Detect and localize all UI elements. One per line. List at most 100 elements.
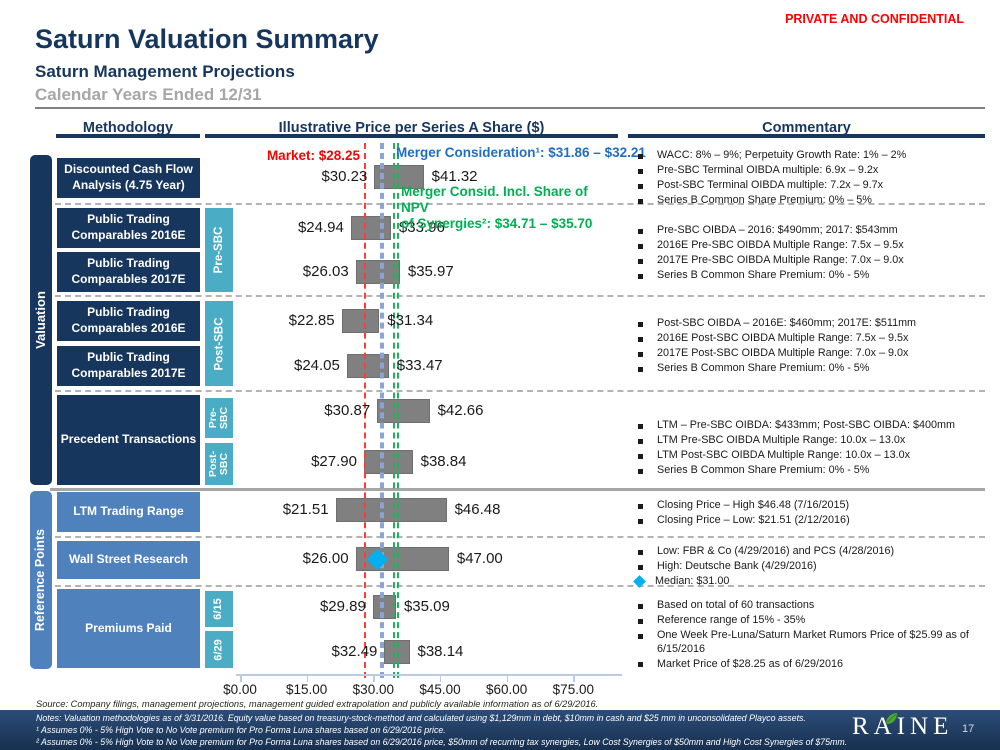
x-axis-label-1: $15.00 <box>286 682 328 697</box>
square-bullet-icon <box>638 564 643 570</box>
sub-label-3-post-sbc: Post-SBC <box>205 443 233 485</box>
column-header-methodology: Methodology <box>82 120 174 136</box>
bar-low-label-7: $21.51 <box>282 501 329 518</box>
commentary-text: Post-SBC OIBDA – 2016E: $460mm; 2017E: $… <box>657 317 917 329</box>
square-bullet-icon <box>638 243 643 249</box>
commentary-item: Median: $31.00 <box>630 575 986 589</box>
ref-line-market <box>364 143 367 678</box>
ref-line-merger-consideration-0 <box>380 143 383 678</box>
row-separator-1 <box>55 295 985 297</box>
commentary-text: Based on total of 60 transactions <box>657 599 815 611</box>
bar-low-label-2: $26.03 <box>302 263 349 280</box>
footer-band: Notes: Valuation methodologies as of 3/3… <box>0 710 1000 750</box>
commentary-text: Post-SBC Terminal OIBDA multiple: 7.2x –… <box>657 179 884 192</box>
raine-logo: RAINE <box>852 713 954 740</box>
square-bullet-icon <box>638 549 643 555</box>
column-header-commentary: Commentary <box>762 120 851 136</box>
commentary-item: 2016E Post-SBC OIBDA Multiple Range: 7.5… <box>630 332 986 346</box>
bar-low-label-0: $30.23 <box>321 168 368 185</box>
square-bullet-icon <box>638 366 643 372</box>
square-bullet-icon <box>638 258 643 264</box>
commentary-text: Series B Common Share Premium: 0% - 5% <box>657 269 870 282</box>
methodology-box-5: Precedent Transactions <box>57 395 200 485</box>
bar-high-label-10: $38.14 <box>417 643 464 660</box>
commentary-text: LTM Pre-SBC OIBDA Multiple Range: 10.0x … <box>657 434 906 447</box>
x-axis <box>236 674 622 676</box>
square-bullet-icon <box>638 183 643 189</box>
footer-footnote-1: ¹ Assumes 0% - 5% High Vote to No Vote p… <box>36 725 446 735</box>
bar-low-label-4: $24.05 <box>293 357 340 374</box>
bar-high-label-1: $33.96 <box>398 219 445 236</box>
ref-line-annotation-merger-consideration: Merger Consideration¹: $31.86 – $32.21 <box>396 145 646 160</box>
square-bullet-icon <box>638 468 643 474</box>
range-bar-9 <box>372 595 396 619</box>
commentary-text: Pre-SBC OIBDA – 2016: $490mm; 2017: $543… <box>657 224 898 236</box>
square-bullet-icon <box>638 168 643 174</box>
methodology-box-3: Public Trading Comparables 2016E <box>57 301 200 341</box>
x-axis-tick-0 <box>240 676 242 682</box>
methodology-box-0: Discounted Cash Flow Analysis (4.75 Year… <box>57 158 200 198</box>
commentary-text: WACC: 8% – 9%; Perpetuity Growth Rate: 1… <box>657 149 907 161</box>
square-bullet-icon <box>638 603 643 609</box>
square-bullet-icon <box>638 423 643 429</box>
commentary-item: One Week Pre-Luna/Saturn Market Rumors P… <box>630 629 986 656</box>
row-separator-2 <box>55 390 985 392</box>
commentary-item: Post-SBC Terminal OIBDA multiple: 7.2x –… <box>630 179 986 193</box>
range-bar-6 <box>363 450 413 474</box>
methodology-box-1: Public Trading Comparables 2016E <box>57 208 200 248</box>
commentary-item: Market Price of $28.25 as of 6/29/2016 <box>630 658 986 672</box>
square-bullet-icon <box>638 518 643 524</box>
x-axis-tick-2 <box>373 676 375 682</box>
row-separator-4 <box>55 585 985 587</box>
commentary-text: 2016E Post-SBC OIBDA Multiple Range: 7.5… <box>657 332 909 345</box>
commentary-item: Pre-SBC OIBDA – 2016: $490mm; 2017: $543… <box>630 224 986 238</box>
bar-low-label-5: $30.87 <box>324 402 371 419</box>
commentary-item: 2016E Pre-SBC OIBDA Multiple Range: 7.5x… <box>630 239 986 253</box>
commentary-item: LTM Post-SBC OIBDA Multiple Range: 10.0x… <box>630 449 986 463</box>
commentary-text: 2017E Pre-SBC OIBDA Multiple Range: 7.0x… <box>657 254 904 267</box>
bar-high-label-4: $33.47 <box>396 357 443 374</box>
commentary-text: Closing Price – Low: $21.51 (2/12/2016) <box>657 514 850 527</box>
commentary-item: Series B Common Share Premium: 0% – 5% <box>630 194 986 208</box>
commentary-group-0: WACC: 8% – 9%; Perpetuity Growth Rate: 1… <box>630 149 986 209</box>
methodology-box-4: Public Trading Comparables 2017E <box>57 346 200 386</box>
bar-low-label-3: $22.85 <box>288 312 335 329</box>
row-separator-0 <box>55 203 985 205</box>
commentary-group-4: Closing Price – High $46.48 (7/16/2015) C… <box>630 499 986 529</box>
bar-low-label-6: $27.90 <box>311 453 357 470</box>
row-separator-3 <box>55 536 985 538</box>
ref-line-annotation-merger-synergies: Merger Consid. Incl. Share of NPV of Syn… <box>401 184 593 232</box>
sub-label-4-6-15: 6/15 <box>205 591 233 627</box>
bar-high-label-9: $35.09 <box>403 598 450 615</box>
bar-low-label-1: $24.94 <box>297 219 344 236</box>
sub-label-1-post-sbc: Post-SBC <box>205 301 233 386</box>
ref-line-merger-consideration-1 <box>381 143 384 678</box>
section-separator <box>50 488 985 491</box>
x-axis-tick-5 <box>573 676 575 682</box>
square-bullet-icon <box>638 336 643 342</box>
commentary-item: 2017E Post-SBC OIBDA Multiple Range: 7.0… <box>630 347 986 361</box>
sub-label-4-6-15-label: 6/15 <box>212 598 225 620</box>
bar-low-label-10: $32.49 <box>331 643 378 660</box>
commentary-item: WACC: 8% – 9%; Perpetuity Growth Rate: 1… <box>630 149 986 163</box>
confidential-label: PRIVATE AND CONFIDENTIAL <box>785 12 964 26</box>
section-band-reference-points: Reference Points <box>30 491 52 669</box>
square-bullet-icon <box>638 438 643 444</box>
commentary-header-rule <box>628 134 985 138</box>
x-axis-tick-3 <box>439 676 442 682</box>
methodology-box-2: Public Trading Comparables 2017E <box>57 252 200 292</box>
commentary-item: LTM – Pre-SBC OIBDA: $433mm; Post-SBC OI… <box>630 419 986 433</box>
square-bullet-icon <box>638 273 643 279</box>
x-axis-label-0: $0.00 <box>223 682 257 697</box>
square-bullet-icon <box>638 503 643 509</box>
x-axis-label-2: $30.00 <box>352 682 394 697</box>
bar-high-label-0: $41.32 <box>431 168 478 185</box>
commentary-group-6: Based on total of 60 transactions Referen… <box>630 599 986 673</box>
range-bar-3 <box>341 309 380 333</box>
section-band-reference-points-label: Reference Points <box>33 528 48 632</box>
footer-footnote-2: ² Assumes 0% - 5% High Vote to No Vote p… <box>36 737 848 747</box>
square-bullet-icon <box>638 153 643 159</box>
range-bar-7 <box>335 498 447 522</box>
commentary-text: Series B Common Share Premium: 0% - 5% <box>657 362 870 375</box>
square-bullet-icon <box>638 228 643 234</box>
